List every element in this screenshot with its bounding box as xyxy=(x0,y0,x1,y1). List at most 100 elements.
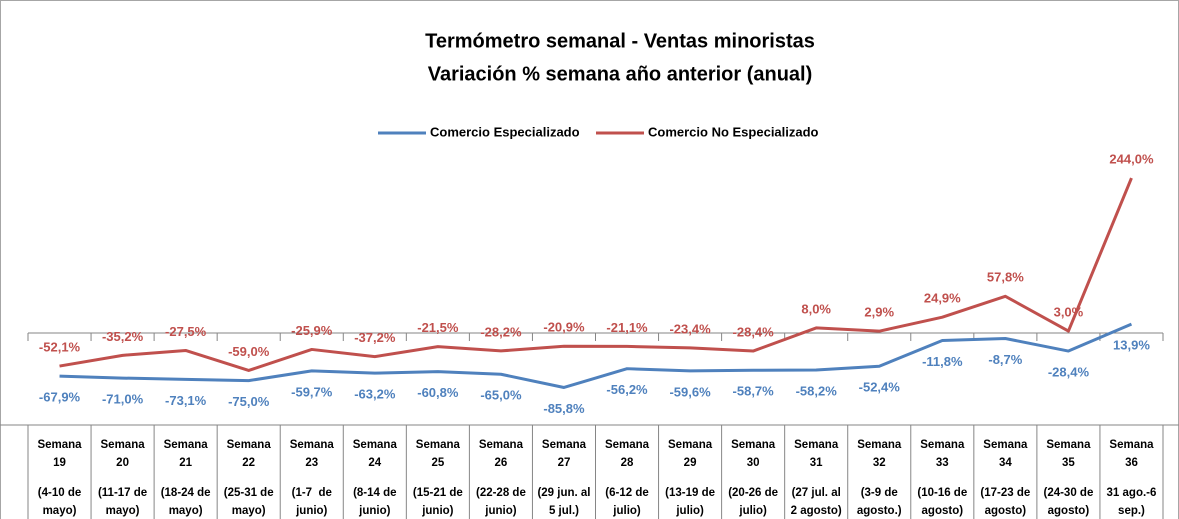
x-tick-label: 36 xyxy=(1125,457,1138,469)
x-tick-label: 2 agosto) xyxy=(791,505,842,517)
x-tick-label: julio) xyxy=(738,505,767,517)
data-label: -21,1% xyxy=(606,320,648,335)
data-label: -59,7% xyxy=(291,384,333,399)
x-tick-label: mayo) xyxy=(169,505,203,517)
data-label: -71,0% xyxy=(102,392,144,407)
data-label: -37,2% xyxy=(354,330,396,345)
x-tick-label: agosto) xyxy=(1048,505,1090,517)
data-label: -73,1% xyxy=(165,393,207,408)
data-label: -21,5% xyxy=(417,320,459,335)
data-label: -28,2% xyxy=(480,324,522,339)
x-tick-label: (11-17 de xyxy=(98,487,147,499)
x-tick-label: Semana xyxy=(227,439,272,451)
data-label: -27,5% xyxy=(165,324,207,339)
x-tick-label: 33 xyxy=(936,457,949,469)
x-tick-label: Semana xyxy=(1109,439,1154,451)
data-label: -75,0% xyxy=(228,394,270,409)
x-tick-label: 34 xyxy=(999,457,1012,469)
x-tick-label: junio) xyxy=(295,505,327,517)
data-label: -59,6% xyxy=(669,384,711,399)
x-tick-label: Semana xyxy=(794,439,839,451)
data-label: -23,4% xyxy=(669,321,711,336)
x-tick-label: junio) xyxy=(421,505,453,517)
x-tick-label: 35 xyxy=(1062,457,1075,469)
data-label: -85,8% xyxy=(543,401,585,416)
data-label: -63,2% xyxy=(354,387,396,402)
x-tick-label: Semana xyxy=(920,439,965,451)
x-tick-label: Semana xyxy=(857,439,902,451)
data-label: -35,2% xyxy=(102,329,144,344)
x-tick-label: (17-23 de xyxy=(980,487,1030,499)
data-label: -11,8% xyxy=(922,354,963,369)
x-tick-label: (1-7 de xyxy=(292,487,332,499)
series-line xyxy=(59,177,1133,372)
x-tick-label: agosto) xyxy=(922,505,964,517)
x-tick-label: 29 xyxy=(684,457,697,469)
data-label: 57,8% xyxy=(987,270,1024,285)
x-tick-label: 25 xyxy=(431,457,444,469)
x-tick-label: mayo) xyxy=(43,505,77,517)
data-label: -58,7% xyxy=(733,384,775,399)
data-label: -67,9% xyxy=(39,390,81,405)
x-tick-label: Semana xyxy=(542,439,587,451)
data-label: 244,0% xyxy=(1109,151,1154,166)
x-tick-label: 31 ago.-6 xyxy=(1107,487,1157,499)
x-tick-label: (6-12 de xyxy=(605,487,648,499)
x-tick-label: mayo) xyxy=(106,505,140,517)
x-tick-label: Semana xyxy=(290,439,335,451)
x-tick-label: 31 xyxy=(810,457,823,469)
x-tick-label: 30 xyxy=(747,457,760,469)
x-tick-label: 21 xyxy=(179,457,192,469)
x-tick-label: Semana xyxy=(101,439,146,451)
x-tick-label: sep.) xyxy=(1118,505,1145,517)
x-tick-label: agosto) xyxy=(985,505,1027,517)
x-tick-label: (27 jul. al xyxy=(792,487,841,499)
data-label: 3,0% xyxy=(1054,305,1084,320)
x-tick-label: 32 xyxy=(873,457,886,469)
x-tick-label: agosto.) xyxy=(857,505,902,517)
x-tick-label: 20 xyxy=(116,457,129,469)
x-tick-label: (3-9 de xyxy=(861,487,898,499)
x-tick-label: mayo) xyxy=(232,505,266,517)
x-tick-label: Semana xyxy=(37,439,82,451)
chart-title: Termómetro semanal - Ventas minoristas xyxy=(425,30,815,52)
data-label: -60,8% xyxy=(417,385,459,400)
data-label: -65,0% xyxy=(480,388,522,403)
x-tick-label: (20-26 de xyxy=(728,487,778,499)
x-tick-label: Semana xyxy=(731,439,776,451)
x-tick-label: Semana xyxy=(983,439,1028,451)
data-label: 2,9% xyxy=(864,305,894,320)
x-tick-label: (13-19 de xyxy=(665,487,715,499)
x-tick-label: julio) xyxy=(612,505,641,517)
data-label: -20,9% xyxy=(543,320,585,335)
x-tick-label: 24 xyxy=(368,457,381,469)
x-tick-label: 26 xyxy=(495,457,508,469)
data-label: 24,9% xyxy=(924,291,961,306)
x-tick-label: junio) xyxy=(484,505,516,517)
x-tick-label: Semana xyxy=(668,439,713,451)
data-label: -58,2% xyxy=(796,383,838,398)
x-tick-label: 27 xyxy=(558,457,571,469)
x-tick-label: Semana xyxy=(479,439,524,451)
x-tick-label: (15-21 de xyxy=(413,487,463,499)
x-tick-label: Semana xyxy=(353,439,398,451)
x-tick-label: 28 xyxy=(621,457,634,469)
series-line xyxy=(59,322,1133,389)
data-label: -28,4% xyxy=(1048,364,1090,379)
legend-label: Comercio Especializado xyxy=(430,124,580,139)
x-tick-label: (24-30 de xyxy=(1043,487,1093,499)
x-tick-label: junio) xyxy=(358,505,390,517)
x-tick-label: (4-10 de xyxy=(38,487,81,499)
x-tick-label: (25-31 de xyxy=(224,487,274,499)
data-label: -52,4% xyxy=(859,380,901,395)
x-tick-label: 23 xyxy=(305,457,318,469)
data-label: 8,0% xyxy=(801,301,831,316)
x-tick-label: Semana xyxy=(416,439,461,451)
data-label: -59,0% xyxy=(228,344,270,359)
x-tick-label: 22 xyxy=(242,457,255,469)
x-tick-label: 5 jul.) xyxy=(549,505,579,517)
data-label: 13,9% xyxy=(1113,338,1150,353)
legend-label: Comercio No Especializado xyxy=(648,124,819,139)
data-label: -52,1% xyxy=(39,340,81,355)
